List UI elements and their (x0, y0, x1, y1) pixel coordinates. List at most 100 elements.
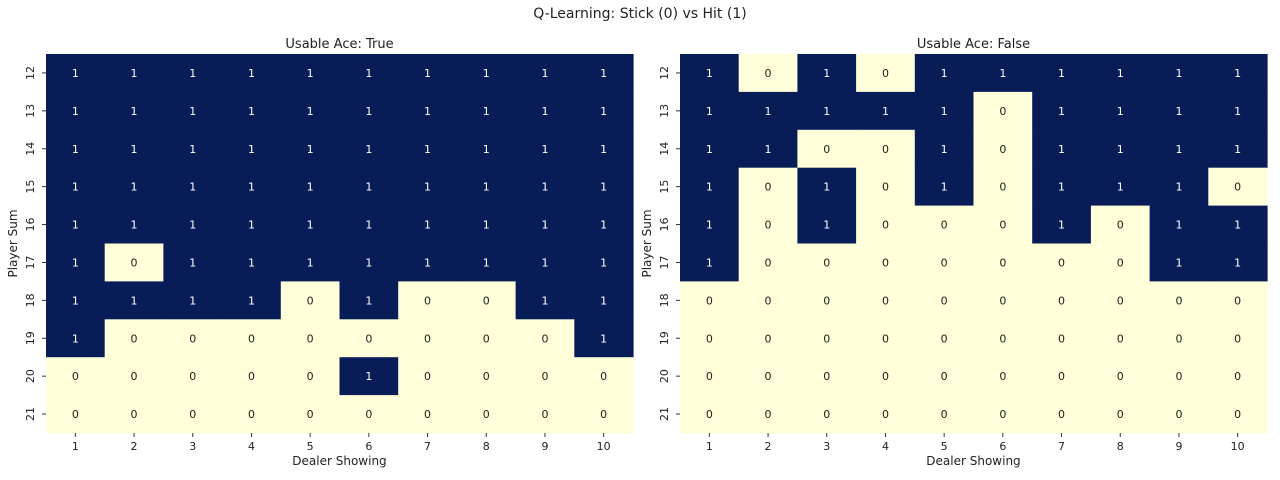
y-tick-label: 17 (658, 255, 671, 269)
cell-label: 1 (72, 181, 79, 194)
heatmap-cell (574, 319, 634, 358)
heatmap-cell (398, 243, 458, 282)
heatmap-cell (1149, 281, 1209, 320)
cell-label: 1 (72, 219, 79, 232)
cell-label: 1 (189, 105, 196, 118)
cell-label: 0 (706, 332, 713, 345)
cell-label: 1 (365, 219, 372, 232)
heatmap-cell (222, 54, 282, 93)
cell-label: 0 (131, 256, 138, 269)
heatmap-cell (398, 167, 458, 207)
heatmap-cell (222, 357, 282, 396)
heatmap-cell (1032, 281, 1092, 320)
cell-label: 1 (131, 143, 138, 156)
heatmap-cell (1208, 243, 1268, 282)
heatmap-cell (339, 243, 399, 282)
cell-label: 0 (1175, 370, 1182, 383)
heatmap-cell (797, 54, 857, 93)
heatmap-cell (339, 129, 399, 169)
heatmap-cell (1208, 167, 1268, 207)
heatmap-cell (1149, 167, 1209, 207)
heatmap-cell (515, 319, 575, 358)
cell-label: 0 (999, 143, 1006, 156)
x-tick-label: 2 (765, 440, 772, 453)
cell-label: 0 (189, 408, 196, 421)
heatmap-cell (163, 395, 223, 434)
cell-label: 0 (307, 332, 314, 345)
x-tick-label: 9 (541, 440, 548, 453)
heatmap-cell (797, 357, 857, 396)
x-tick-label: 8 (483, 440, 490, 453)
cell-label: 0 (999, 332, 1006, 345)
heatmap-cell (163, 167, 223, 207)
cell-label: 0 (72, 370, 79, 383)
heatmap-cell (1208, 357, 1268, 396)
cell-label: 1 (706, 219, 713, 232)
heatmap-cell (1090, 357, 1151, 396)
heatmap-cell (46, 129, 106, 169)
cell-label: 0 (248, 332, 255, 345)
cell-label: 0 (307, 408, 314, 421)
cell-label: 1 (72, 332, 79, 345)
cell-label: 1 (541, 256, 548, 269)
cell-label: 1 (1175, 219, 1182, 232)
heatmap-cell (163, 91, 223, 131)
heatmap-cell (973, 357, 1033, 396)
cell-label: 1 (1117, 67, 1124, 80)
heatmap-cell (856, 357, 916, 396)
cell-label: 0 (999, 294, 1006, 307)
cell-label: 1 (483, 256, 490, 269)
cell-label: 0 (941, 370, 948, 383)
heatmap-cell (515, 395, 575, 434)
heatmap-cell (574, 129, 634, 169)
cell-label: 1 (424, 67, 431, 80)
heatmap-cell (738, 205, 798, 245)
heatmap-cell (339, 54, 399, 93)
heatmap-cell (973, 243, 1033, 282)
heatmap-cell (1032, 319, 1092, 358)
cell-label: 0 (72, 408, 79, 421)
cell-label: 0 (1175, 294, 1182, 307)
cell-label: 0 (882, 332, 889, 345)
cell-label: 1 (424, 181, 431, 194)
cell-label: 0 (1117, 256, 1124, 269)
heatmap-cell (456, 357, 517, 396)
cell-label: 1 (248, 67, 255, 80)
heatmap-cell (738, 357, 798, 396)
cell-label: 1 (541, 67, 548, 80)
y-axis-label: Player Sum (640, 209, 654, 277)
heatmap-cell (280, 395, 341, 434)
heatmap-cell (398, 395, 458, 434)
cell-label: 0 (483, 370, 490, 383)
y-tick-label: 16 (24, 218, 37, 232)
heatmap-cell (104, 91, 164, 131)
x-tick-label: 8 (1117, 440, 1124, 453)
heatmap-cell (46, 91, 106, 131)
heatmap-cell (973, 281, 1033, 320)
heatmap-cell (914, 91, 975, 131)
heatmap-cell (398, 281, 458, 320)
cell-label: 1 (600, 332, 607, 345)
y-tick-label: 21 (24, 407, 37, 421)
cell-label: 1 (706, 67, 713, 80)
cell-label: 0 (541, 408, 548, 421)
heatmap-cell (1149, 243, 1209, 282)
heatmap-cell (1090, 243, 1151, 282)
heatmap-cell (856, 243, 916, 282)
cell-label: 0 (999, 256, 1006, 269)
heatmap-cell (280, 54, 341, 93)
heatmap-cell (856, 91, 916, 131)
heatmap-cell (1090, 395, 1151, 434)
cell-label: 0 (765, 219, 772, 232)
y-tick-label: 21 (658, 407, 671, 421)
cell-label: 0 (248, 370, 255, 383)
cell-label: 1 (1058, 143, 1065, 156)
cell-label: 0 (483, 332, 490, 345)
cell-label: 0 (1234, 408, 1241, 421)
heatmap-cell (1032, 54, 1092, 93)
cell-label: 0 (424, 294, 431, 307)
cell-label: 0 (365, 332, 372, 345)
cell-label: 0 (1117, 294, 1124, 307)
heatmap-cell (797, 205, 857, 245)
